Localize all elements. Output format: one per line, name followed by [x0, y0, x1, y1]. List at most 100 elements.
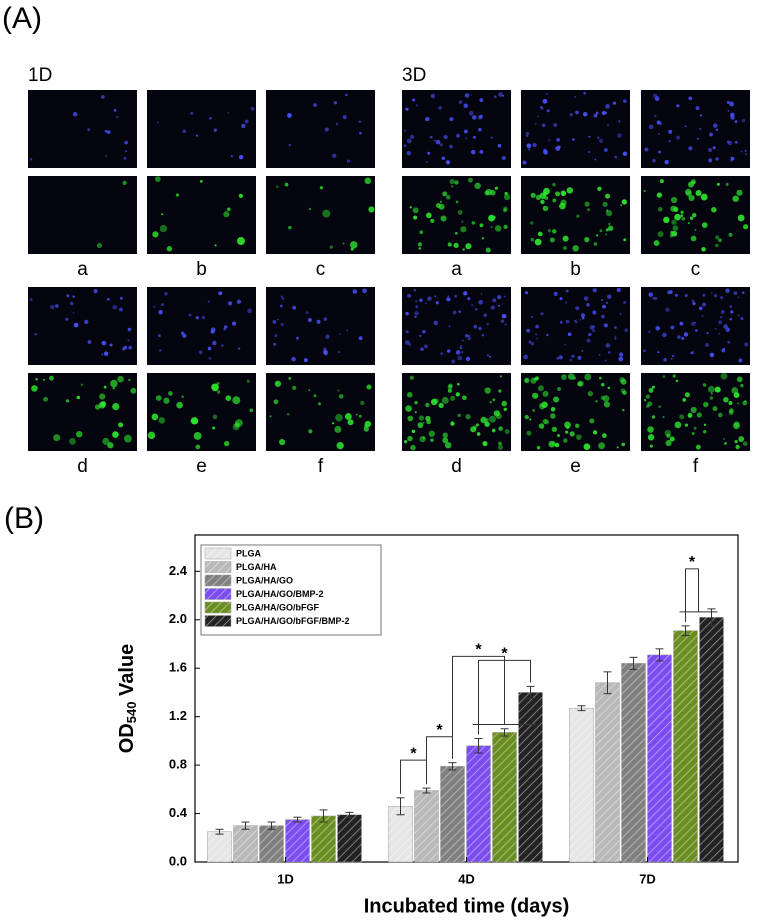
cell-dot	[296, 336, 299, 339]
cell-dot	[687, 222, 690, 225]
cell-dot	[175, 193, 180, 197]
cell-dot	[534, 122, 537, 125]
cell-dot	[103, 351, 109, 356]
cell-dot	[462, 248, 465, 251]
cell-dot	[526, 430, 532, 436]
cell-dot	[702, 293, 706, 297]
cell-dot	[542, 98, 548, 104]
cell-dot	[499, 375, 502, 378]
cell-dot	[595, 111, 599, 115]
cell-dot	[587, 390, 594, 397]
cell-dot	[29, 158, 33, 161]
cell-dot	[497, 444, 504, 451]
cell-dot	[562, 235, 569, 242]
x-tick-label: 1D	[277, 871, 294, 886]
cell-dot	[644, 147, 649, 152]
cell-dot	[695, 189, 702, 196]
cell-dot	[422, 330, 426, 334]
cell-dot	[440, 352, 444, 356]
cell-dot	[593, 113, 598, 118]
cell-dot	[337, 389, 340, 392]
cell-dot	[679, 321, 684, 326]
cell-dot	[577, 381, 582, 387]
significance-star: *	[436, 722, 443, 739]
cell-dot	[430, 218, 435, 223]
cell-dot	[161, 213, 164, 216]
cell-dot	[406, 150, 412, 156]
cell-dot	[614, 337, 617, 340]
cell-dot	[55, 304, 59, 308]
cell-dot	[623, 301, 627, 304]
image-label: e	[196, 456, 207, 477]
bar-hatch	[518, 692, 543, 862]
cell-dot	[280, 295, 283, 298]
cell-dot	[414, 411, 417, 414]
cell-dot	[589, 325, 595, 330]
cell-dot	[675, 379, 679, 383]
cell-dot	[652, 93, 658, 98]
cell-dot	[744, 342, 749, 347]
cell-dot	[726, 100, 731, 105]
cell-dot	[530, 316, 533, 319]
bar-hatch	[699, 617, 724, 862]
cell-dot	[598, 353, 601, 356]
cell-dot	[553, 291, 558, 296]
cell-dot	[107, 297, 110, 301]
cell-dot	[606, 209, 609, 212]
cell-dot	[620, 204, 623, 207]
cell-dot	[695, 444, 701, 450]
cell-dot	[287, 113, 292, 118]
cell-dot	[592, 329, 596, 333]
cell-dot	[671, 219, 677, 225]
cell-dot	[548, 139, 551, 142]
cell-dot	[663, 216, 670, 224]
cell-dot	[730, 112, 735, 117]
cell-dot	[565, 430, 569, 434]
cell-dot	[712, 123, 718, 128]
cell-dot	[605, 301, 609, 304]
cell-dot	[405, 405, 412, 412]
cell-dot	[454, 294, 458, 298]
cell-dot	[412, 98, 416, 102]
cell-dot	[553, 123, 558, 128]
cell-dot	[741, 118, 746, 123]
cell-dot	[427, 151, 431, 155]
cell-dot	[498, 92, 503, 97]
cell-dot	[247, 308, 253, 314]
cell-dot	[500, 319, 505, 323]
cell-dot	[623, 99, 627, 103]
cell-dot	[153, 305, 156, 308]
cell-dot	[623, 238, 627, 242]
cell-dot	[540, 312, 544, 316]
cell-dot	[125, 150, 128, 153]
cell-dot	[113, 109, 117, 112]
cell-dot	[72, 295, 75, 298]
y-axis-label-part: Value	[116, 644, 138, 702]
cell-dot	[96, 243, 102, 249]
cell-dot	[435, 301, 439, 305]
cell-dot	[679, 414, 685, 420]
cell-dot	[103, 385, 107, 389]
cell-dot	[451, 359, 456, 364]
cell-dot	[34, 332, 37, 336]
cell-dot	[360, 400, 365, 406]
micrograph	[147, 90, 256, 168]
cell-dot	[602, 304, 606, 309]
cell-dot	[238, 347, 241, 350]
cell-dot	[670, 325, 675, 330]
cell-dot	[683, 332, 689, 337]
cell-dot	[574, 319, 577, 322]
cell-dot	[566, 187, 574, 194]
cell-dot	[212, 340, 217, 346]
cell-dot	[117, 375, 124, 383]
bar-hatch	[285, 819, 310, 862]
cell-dot	[478, 299, 484, 305]
cell-dot	[658, 405, 662, 408]
cell-dot	[729, 305, 732, 308]
cell-dot	[622, 151, 628, 157]
cell-dot	[737, 214, 745, 222]
cell-dot	[208, 357, 212, 360]
cell-dot	[572, 245, 579, 252]
cell-dot	[455, 200, 459, 204]
cell-dot	[308, 389, 311, 392]
